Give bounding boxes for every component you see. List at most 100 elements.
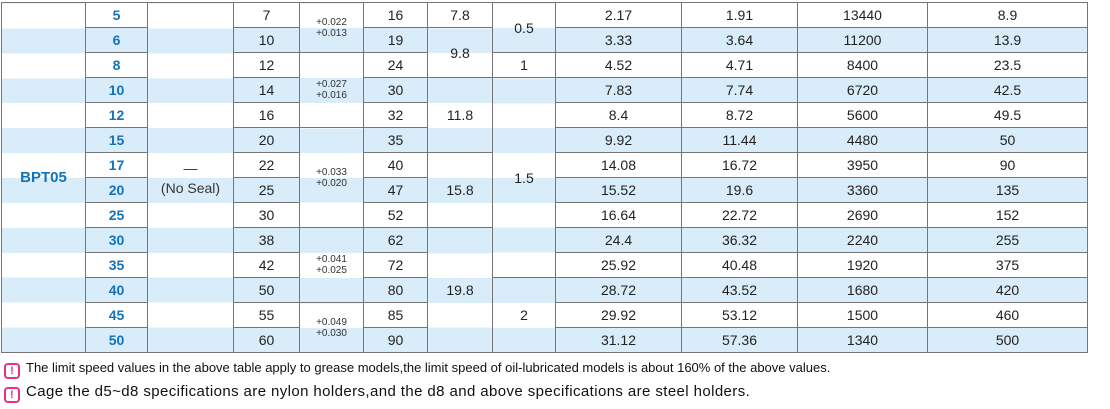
b-cell: 7.8: [427, 2, 493, 28]
size-cell: 50: [85, 327, 148, 353]
c-cell: 2.17: [555, 2, 682, 28]
d-cell: 38: [233, 227, 300, 253]
c0-cell: 11.44: [681, 127, 798, 153]
note-line: ! Cage the d5~d8 specifications are nylon…: [4, 383, 1110, 403]
mass-cell: 420: [927, 277, 1088, 303]
c-cell: 28.72: [555, 277, 682, 303]
note-line: ! The limit speed values in the above tab…: [4, 360, 1110, 379]
table-row: 6 10 19 9.8 3.33 3.64 11200 13.9: [1, 27, 1088, 78]
D-cell: 40: [363, 152, 428, 178]
tolerance-lower: +0.016: [316, 90, 347, 101]
D-cell: 47: [363, 177, 428, 203]
alert-icon: !: [4, 363, 20, 379]
mass-cell: 13.9: [927, 27, 1088, 53]
d-cell: 30: [233, 202, 300, 228]
tolerance-upper: +0.041: [316, 254, 347, 265]
c-cell: 4.52: [555, 52, 682, 78]
table-row: BPT05 5 — (No Seal) 7 +0.022 +0.013 16 7…: [1, 2, 1088, 353]
speed-cell: 6720: [797, 77, 928, 103]
c-cell: 31.12: [555, 327, 682, 353]
tolerance-cell: +0.027 +0.016: [299, 52, 364, 128]
c0-cell: 22.72: [681, 202, 798, 228]
table-row: 17 22 40 15.8 14.08 16.72 3950 90: [2, 152, 1088, 228]
mass-cell: 152: [927, 202, 1088, 228]
speed-cell: 13440: [797, 2, 928, 28]
b-cell: 11.8: [427, 77, 493, 153]
ball-cell: 0.5: [492, 2, 556, 53]
tolerance-lower: +0.025: [316, 265, 347, 276]
speed-cell: 4480: [797, 127, 928, 153]
c-cell: 16.64: [555, 202, 682, 228]
table-row: 12 16 32 8.4 8.72 5600 49.5: [2, 102, 1088, 128]
c-cell: 9.92: [555, 127, 682, 153]
table-row: 45 55 +0.049 +0.030 85 29.92 53.12 1500 …: [2, 302, 1088, 353]
model-cell: BPT05: [1, 2, 86, 353]
mass-cell: 8.9: [927, 2, 1088, 28]
seal-label: (No Seal): [160, 179, 221, 196]
tolerance-cell: +0.041 +0.025: [299, 227, 364, 303]
c0-cell: 40.48: [681, 252, 798, 278]
c0-cell: 7.74: [681, 77, 798, 103]
spec-table: BPT05 5 — (No Seal) 7 +0.022 +0.013 16 7…: [1, 2, 1088, 353]
d-cell: 22: [233, 152, 300, 178]
c-cell: 8.4: [555, 102, 682, 128]
mass-cell: 23.5: [927, 52, 1088, 78]
D-cell: 19: [363, 27, 428, 53]
mass-cell: 135: [927, 177, 1088, 203]
mass-cell: 42.5: [927, 77, 1088, 103]
D-cell: 16: [363, 2, 428, 28]
c0-cell: 4.71: [681, 52, 798, 78]
c0-cell: 16.72: [681, 152, 798, 178]
size-cell: 5: [85, 2, 148, 28]
c-cell: 14.08: [555, 152, 682, 178]
tolerance-lower: +0.013: [316, 27, 347, 39]
size-cell: 12: [85, 102, 148, 128]
speed-cell: 11200: [797, 27, 928, 53]
speed-cell: 1340: [797, 327, 928, 353]
size-cell: 8: [85, 52, 148, 78]
b-cell: 9.8: [427, 27, 493, 78]
c0-cell: 43.52: [681, 277, 798, 303]
note-text: Cage the d5~d8 specifications are nylon …: [26, 383, 751, 400]
c0-cell: 3.64: [681, 27, 798, 53]
speed-cell: 1500: [797, 302, 928, 328]
c-cell: 7.83: [555, 77, 682, 103]
speed-cell: 3950: [797, 152, 928, 178]
note-text: The limit speed values in the above tabl…: [26, 360, 831, 375]
table-row: 25 30 52 16.64 22.72 2690 152: [2, 202, 1088, 228]
size-cell: 6: [85, 27, 148, 53]
ball-cell: 1.5: [492, 77, 556, 278]
c-cell: 3.33: [555, 27, 682, 53]
d-cell: 50: [233, 277, 300, 303]
speed-cell: 2690: [797, 202, 928, 228]
d-cell: 60: [233, 327, 300, 353]
footnotes: ! The limit speed values in the above tab…: [4, 360, 1110, 403]
c-cell: 24.4: [555, 227, 682, 253]
d-cell: 12: [233, 52, 300, 78]
speed-cell: 1680: [797, 277, 928, 303]
D-cell: 32: [363, 102, 428, 128]
tolerance-lower: +0.020: [316, 177, 347, 189]
ball-cell: 2: [492, 277, 556, 353]
d-cell: 7: [233, 2, 300, 28]
mass-cell: 500: [927, 327, 1088, 353]
D-cell: 52: [363, 202, 428, 228]
d-cell: 10: [233, 27, 300, 53]
mass-cell: 255: [927, 227, 1088, 253]
D-cell: 72: [363, 252, 428, 278]
D-cell: 85: [363, 302, 428, 328]
tolerance-cell: +0.022 +0.013: [299, 2, 364, 53]
size-cell: 45: [85, 302, 148, 328]
tolerance-cell: +0.049 +0.030: [299, 302, 364, 353]
D-cell: 24: [363, 52, 428, 78]
seal-dash: —: [183, 159, 198, 176]
c0-cell: 1.91: [681, 2, 798, 28]
c0-cell: 8.72: [681, 102, 798, 128]
mass-cell: 90: [927, 152, 1088, 178]
size-cell: 40: [85, 277, 148, 303]
size-cell: 17: [85, 152, 148, 178]
D-cell: 62: [363, 227, 428, 253]
b-cell: 19.8: [427, 227, 493, 353]
ball-cell: 1: [492, 52, 556, 78]
mass-cell: 50: [927, 127, 1088, 153]
